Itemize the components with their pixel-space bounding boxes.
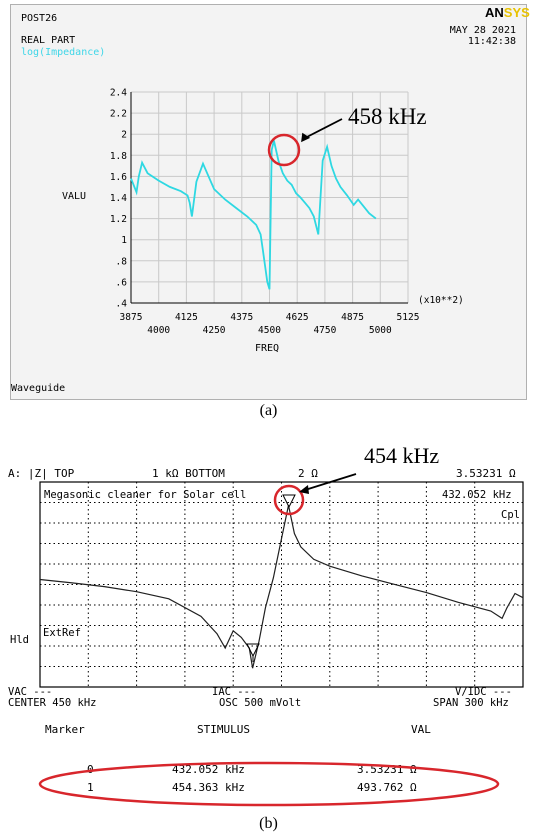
- table-row-1-stimulus: 454.363 kHz: [172, 781, 245, 794]
- info-span: SPAN 300 kHz: [433, 697, 509, 709]
- marker-0-triangle: [246, 643, 260, 658]
- chart-a-xtick-label: 3875: [120, 312, 143, 323]
- peak-highlight-circle-a: [267, 133, 301, 167]
- caption-b: (b): [259, 815, 278, 832]
- table-row-0-marker: 0: [87, 763, 94, 776]
- table-header-stimulus: STIMULUS: [197, 723, 250, 736]
- chart-a-xtick-label: 4625: [286, 312, 309, 323]
- chart-a-xtick-label: 5000: [369, 325, 392, 336]
- table-row-1-val: 493.762 Ω: [357, 781, 417, 794]
- status-bottom-scale: 2 Ω: [298, 467, 318, 480]
- chart-a-xtick-label: 4500: [258, 325, 281, 336]
- chart-a-x-multiplier: (x10**2): [418, 295, 464, 306]
- plot-b-hld: Hld: [10, 634, 29, 646]
- chart-a-xtick-label: 4000: [147, 325, 170, 336]
- header-time: 11:42:38: [467, 36, 516, 47]
- chart-a-xtick-label: 4875: [341, 312, 364, 323]
- plot-b-title: Megasonic cleaner for Solar cell: [44, 489, 246, 501]
- status-top-scale: 1 kΩ BOTTOM: [152, 467, 225, 480]
- chart-a-ytick-label: 1.6: [110, 172, 127, 183]
- plot-b-extref: ExtRef: [43, 627, 81, 639]
- caption-a: (a): [259, 402, 278, 419]
- chart-b-series-line: [39, 505, 524, 669]
- chart-a-ytick-label: .4: [116, 299, 128, 310]
- chart-a-ytick-label: 1.4: [110, 193, 127, 204]
- chart-a-ytick-label: 1: [121, 235, 127, 246]
- chart-a-xtick-label: 4250: [203, 325, 226, 336]
- info-center: CENTER 450 kHz: [8, 697, 97, 709]
- chart-a-series-line: [130, 140, 377, 290]
- header-line1: POST26: [21, 13, 58, 24]
- chart-b: A: |Z| TOP 1 kΩ BOTTOM 2 Ω 3.53231 Ω Meg…: [8, 443, 524, 807]
- header-line3: log(Impedance): [21, 47, 106, 58]
- status-channel: A: |Z| TOP: [8, 467, 75, 480]
- annotation-label-a: 458 kHz: [348, 104, 427, 129]
- chart-a-xtick-label: 5125: [397, 312, 420, 323]
- marker-1-triangle: [282, 494, 296, 509]
- info-vidc: V/IDC ---: [455, 686, 512, 698]
- chart-a-x-ticks: 3875 4125 4375 4625 4875 5125 4000 4250 4500 4750…: [120, 312, 420, 336]
- table-header-marker: Marker: [45, 723, 85, 736]
- chart-a-ytick-label: .6: [116, 277, 128, 288]
- ansys-plot-window: POST26 REAL PART log(Impedance) ANSYS MA…: [10, 4, 530, 400]
- chart-a-ytick-label: .8: [116, 256, 128, 267]
- chart-a: .4 .6 .8 1 1.2 1.4 1.6 1.8 2 2.2 2.4 3875 4125 4375 4…: [62, 88, 464, 355]
- chart-a-ytick-label: 2: [121, 130, 127, 141]
- chart-a-y-ticks: .4 .6 .8 1 1.2 1.4 1.6 1.8 2 2.2 2.4: [110, 88, 127, 310]
- chart-a-xlabel: FREQ: [255, 343, 279, 354]
- chart-a-xtick-label: 4750: [313, 325, 336, 336]
- plot-b-cpl: Cpl: [501, 509, 520, 521]
- annotation-arrow-a: [302, 118, 343, 140]
- plot-b-marker-freq: 432.052 kHz: [442, 489, 512, 501]
- ansys-logo: ANSYS: [485, 5, 530, 20]
- header-date: MAY 28 2021: [449, 25, 516, 36]
- annotation-label-b: 454 kHz: [364, 443, 439, 468]
- table-header-val: VAL: [411, 723, 431, 736]
- info-vac: VAC ---: [8, 686, 52, 698]
- table-row-1-marker: 1: [87, 781, 94, 794]
- annotation-arrowhead-a: [301, 132, 311, 143]
- chart-a-ylabel: VALU: [62, 191, 86, 202]
- info-iac: IAC ---: [212, 686, 256, 698]
- footer-label: Waveguide: [11, 383, 66, 394]
- annotation-arrowhead-b: [299, 485, 309, 494]
- info-osc: OSC 500 mVolt: [219, 697, 301, 709]
- table-row-0-stimulus: 432.052 kHz: [172, 763, 245, 776]
- annotation-arrow-b: [304, 473, 357, 491]
- header-line2: REAL PART: [21, 35, 76, 46]
- chart-a-ytick-label: 1.2: [110, 214, 127, 225]
- row-highlight-ellipse: [38, 761, 500, 807]
- chart-a-ytick-label: 2.4: [110, 88, 127, 99]
- chart-a-ytick-label: 1.8: [110, 151, 127, 162]
- chart-a-xtick-label: 4375: [230, 312, 253, 323]
- status-marker-value: 3.53231 Ω: [456, 467, 516, 480]
- chart-a-xtick-label: 4125: [175, 312, 198, 323]
- peak-highlight-circle-b: [273, 484, 305, 516]
- chart-a-ytick-label: 2.2: [110, 109, 127, 120]
